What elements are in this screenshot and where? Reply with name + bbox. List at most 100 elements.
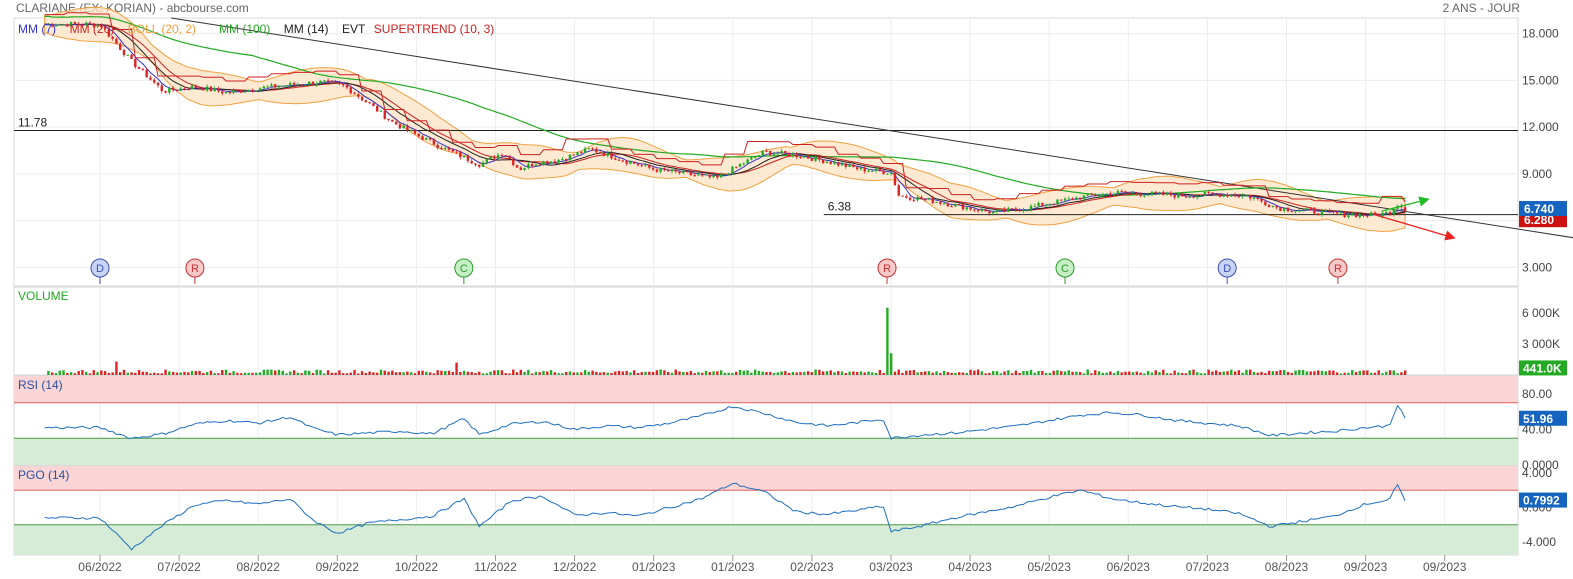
candle-body [1279, 207, 1282, 211]
volume-bar [54, 373, 58, 375]
candle-body [1128, 192, 1131, 194]
candle-body [844, 163, 848, 167]
candle-body [391, 119, 394, 122]
volume-bar [1347, 372, 1350, 375]
volume-bar [776, 372, 779, 375]
candle-body [455, 151, 458, 153]
volume-bar [685, 372, 689, 375]
volume-bar [976, 369, 980, 375]
volume-bar [878, 369, 882, 375]
candle-body [512, 158, 515, 166]
candle-body [262, 86, 266, 89]
volume-bar [270, 369, 273, 375]
candle-body [897, 185, 900, 196]
volume-bar [738, 369, 742, 375]
candle-body [871, 170, 874, 172]
candle-body [171, 87, 175, 91]
candle-body [175, 90, 179, 92]
volume-bar [345, 373, 349, 375]
volume-bar [961, 372, 965, 375]
candle-body [923, 199, 927, 201]
candle-body [111, 36, 114, 39]
candle-body [780, 151, 783, 154]
candle-body [1041, 202, 1044, 206]
volume-bar [96, 372, 99, 375]
period-label[interactable]: 2 ANS - JOUR [1442, 1, 1520, 15]
candle-body [553, 161, 557, 163]
candle-body [606, 152, 609, 156]
candle-body [1294, 210, 1297, 212]
volume-bar [750, 372, 753, 375]
volume-bar [1283, 370, 1286, 375]
volume-bar [115, 361, 118, 375]
volume-bar [889, 353, 893, 375]
legend-entry: MM (7) [18, 22, 56, 36]
candle-body [1339, 211, 1343, 214]
volume-bar [459, 371, 462, 375]
volume-bar [1124, 371, 1127, 375]
candle-body [1324, 210, 1327, 212]
volume-bar [742, 370, 745, 375]
candle-body [519, 167, 523, 170]
volume-bar [712, 371, 715, 375]
volume-bar [50, 372, 54, 375]
candle-body [394, 121, 398, 125]
candle-body [247, 89, 250, 92]
candle-body [814, 156, 817, 161]
candle-body [304, 84, 307, 86]
volume-bar [874, 372, 878, 375]
candle-body [1392, 208, 1396, 215]
candle-body [1347, 215, 1350, 218]
candle-body [1158, 192, 1161, 194]
volume-bar [1139, 372, 1142, 375]
candle-body [330, 80, 334, 82]
volume-bar [561, 373, 564, 375]
volume-bar [1241, 372, 1244, 375]
candle-body [383, 110, 386, 119]
volume-bar [1354, 371, 1358, 375]
volume-bar [893, 371, 897, 375]
volume-bar [1090, 373, 1093, 375]
candle-body [85, 22, 88, 26]
volume-bar [353, 369, 356, 375]
candle-body [1143, 195, 1146, 197]
candle-body [421, 136, 424, 140]
volume-bar [183, 371, 186, 375]
volume-bar [689, 371, 693, 375]
candle-body [1131, 192, 1135, 194]
volume-bar [209, 370, 213, 375]
volume-bar [489, 371, 492, 375]
volume-bar [1120, 372, 1123, 375]
candle-body [440, 147, 443, 150]
candle-body [198, 87, 201, 89]
candle-body [1112, 193, 1116, 196]
candle-body [1301, 209, 1305, 211]
candle-body [1188, 196, 1191, 198]
candle-body [187, 89, 190, 91]
candle-body [568, 154, 572, 160]
candle-body [1094, 194, 1097, 196]
volume-bar [1060, 371, 1063, 375]
volume-bar [1082, 373, 1086, 375]
volume-bar [580, 372, 583, 375]
volume-bar [1180, 373, 1184, 375]
volume-bar [1022, 370, 1025, 375]
volume-bar [803, 371, 806, 375]
event-letter: R [1334, 263, 1342, 275]
candle-body [1260, 199, 1263, 202]
volume-bar [130, 372, 133, 375]
candle-body [527, 163, 530, 169]
candle-body [1373, 212, 1377, 215]
candle-body [153, 79, 156, 83]
legend-entry: EVT [342, 22, 366, 36]
candle-body [436, 144, 439, 148]
volume-bar [134, 372, 137, 375]
volume-bar [727, 372, 730, 375]
candle-body [735, 166, 738, 168]
volume-bar [1052, 370, 1055, 375]
volume-bar [999, 373, 1002, 375]
volume-bar [946, 372, 950, 375]
candle-body [402, 125, 405, 129]
volume-bar [1075, 371, 1078, 375]
candle-body [1222, 194, 1225, 197]
